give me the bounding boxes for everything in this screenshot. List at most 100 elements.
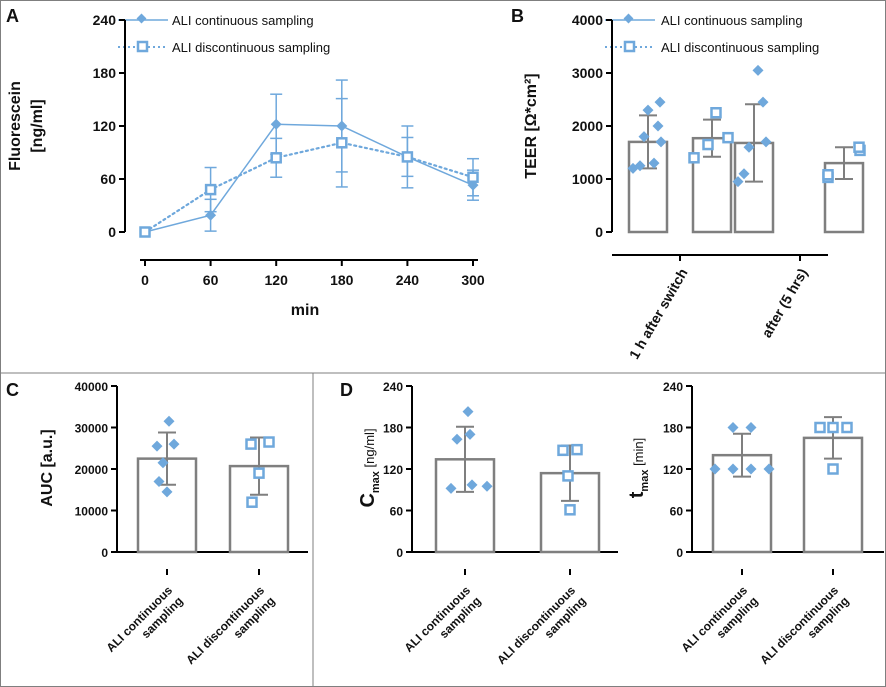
chart-b-bar-group: [822, 141, 866, 234]
chart-d-tmax-data-point: [709, 463, 721, 475]
chart-a-y-tick-label: 180: [93, 65, 117, 81]
chart-c-y-tick-label: 10000: [75, 505, 109, 519]
legend-square-marker: [623, 40, 636, 53]
chart-b-y-axis-label: TEER [Ω*cm²]: [523, 73, 540, 178]
chart-b-data-point: [853, 141, 865, 153]
chart-b-data-point: [743, 141, 755, 153]
chart-c-data-point: [163, 415, 175, 427]
panel-label-a: A: [6, 6, 19, 26]
chart-d-tmax-data-point: [745, 422, 757, 433]
chart-b-data-point: [722, 131, 734, 144]
chart-a-data-point: [336, 137, 348, 149]
panel-label-b: B: [511, 6, 524, 26]
panel-label-d: D: [340, 380, 353, 400]
chart-a-data-point: [204, 183, 217, 196]
legend-square-marker: [136, 40, 149, 53]
chart-a-y-axis-label-line2: [ng/ml]: [29, 99, 46, 152]
chart-d-cmax-data-point: [451, 433, 463, 445]
chart-d-cmax-y-tick-label: 60: [390, 505, 404, 519]
chart-b-data-point: [638, 131, 650, 143]
chart-d-tmax-data-point: [763, 463, 775, 475]
chart-c-data-point: [263, 436, 275, 448]
chart-b-data-point: [822, 169, 834, 181]
chart-b-y-tick-label: 2000: [572, 118, 603, 134]
chart-c-data-point: [153, 475, 165, 487]
chart-c-x-category-label: ALI discontinuoussampling: [183, 583, 278, 678]
chart-b-data-point: [738, 168, 750, 180]
chart-d-cmax-bar-group: [539, 443, 601, 554]
chart-d-cmax-data-point: [571, 443, 583, 456]
chart-d-cmax-data-point: [562, 470, 574, 482]
legend-diamond-marker: [136, 13, 147, 24]
chart-c-bar-group: [136, 415, 198, 554]
chart-c-y-tick-label: 40000: [75, 380, 109, 394]
chart-d-cmax-y-tick-label: 240: [383, 380, 403, 394]
chart-c-data-point: [151, 440, 163, 452]
chart-c-data-point: [246, 496, 258, 508]
chart-b-bar-group: [732, 64, 775, 234]
chart-a-x-tick-label: 120: [265, 272, 289, 288]
chart-d-cmax-data-point: [557, 444, 569, 457]
chart-a-data-point: [139, 226, 151, 238]
chart-d-tmax-y-tick-label: 240: [663, 380, 683, 394]
chart-a-legend-item-discontinuous: ALI discontinuous sampling: [172, 40, 330, 55]
chart-c-auc: AUC [a.u.] 0 10000 20000 30000 40000 ALI cont…: [39, 380, 308, 678]
chart-d-cmax-y-tick-label: 0: [396, 546, 403, 560]
chart-b-data-point: [642, 104, 654, 116]
chart-b-data-point: [648, 157, 660, 169]
chart-c-data-point: [253, 467, 265, 479]
chart-a-x-tick-label: 60: [203, 272, 219, 288]
chart-b-legend-item-discontinuous: ALI discontinuous sampling: [661, 40, 819, 55]
chart-a-x-axis-label: min: [291, 302, 319, 319]
chart-d-tmax-data-point: [841, 421, 853, 434]
chart-d-cmax-bar-group: [434, 406, 496, 554]
chart-d-cmax-data-point: [445, 482, 457, 494]
chart-b-data-point: [757, 96, 769, 108]
chart-a-y-tick-label: 120: [93, 118, 117, 134]
chart-b-legend: ALI continuous sampling ALI discontinuou…: [605, 13, 819, 55]
chart-d-tmax-data-point: [745, 463, 757, 475]
chart-d-tmax-bar-group: [709, 422, 775, 554]
chart-d-cmax: Cmax [ng/ml] 0 60 120 180 240 ALI continuouss…: [357, 380, 618, 667]
chart-d-tmax-y-tick-label: 120: [663, 463, 683, 477]
chart-a-y-tick-label: 0: [108, 224, 116, 240]
chart-b-data-point: [652, 120, 664, 132]
chart-d-tmax-data-point: [727, 422, 739, 433]
chart-d-tmax-x-category-label: ALI discontinuoussampling: [757, 583, 852, 678]
chart-a-data-point: [270, 118, 282, 130]
legend-diamond-marker: [623, 13, 634, 24]
chart-b-y-tick-label: 3000: [572, 65, 603, 81]
chart-a-y-tick-label: 240: [93, 12, 117, 28]
chart-d-cmax-x-category-label: ALI continuoussampling: [401, 583, 483, 665]
chart-d-tmax-y-tick-label: 180: [663, 422, 683, 436]
chart-c-bar-group: [228, 436, 290, 554]
chart-b-error-bar: [703, 118, 721, 158]
chart-d-cmax-y-axis-label: Cmax [ng/ml]: [357, 428, 382, 507]
chart-d-tmax-data-point: [827, 421, 839, 434]
chart-c-y-tick-label: 20000: [75, 463, 109, 477]
chart-b-data-point: [655, 136, 667, 148]
chart-d-tmax-data-point: [727, 463, 739, 475]
chart-b-y-tick-label: 0: [595, 224, 603, 240]
chart-a-series-continuous: [139, 79, 479, 238]
chart-b-y-tick-label: 4000: [572, 12, 603, 28]
chart-b-data-point: [752, 64, 764, 76]
chart-b-data-point: [634, 160, 646, 172]
chart-a-x-tick-label: 240: [396, 272, 420, 288]
chart-d-tmax: tmax [min] 0 60 120 180 240 ALI continuoussam…: [626, 380, 884, 678]
chart-d-cmax-data-point: [481, 480, 493, 492]
chart-a-x-tick-label: 0: [141, 272, 149, 288]
chart-a-legend: ALI continuous sampling ALI discontinuou…: [118, 13, 330, 55]
chart-a-x-tick-label: 300: [461, 272, 485, 288]
chart-a-y-axis-label-line1: Fluorescein: [7, 81, 24, 171]
chart-a-fluorescein-time-course: Fluorescein [ng/ml] min ALI continuous s…: [7, 12, 485, 319]
chart-d-cmax-data-point: [564, 504, 576, 516]
panel-label-c: C: [6, 380, 19, 400]
chart-d-tmax-error-bar: [733, 432, 751, 478]
chart-c-data-point: [157, 457, 169, 469]
chart-d-tmax-bar-group: [802, 416, 864, 554]
chart-b-error-bar: [835, 146, 853, 180]
chart-a-data-point: [205, 209, 217, 221]
chart-d-cmax-data-point: [462, 406, 474, 418]
chart-b-y-tick-label: 1000: [572, 171, 603, 187]
